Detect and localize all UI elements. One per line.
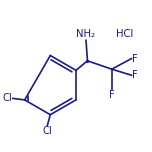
Text: HCl: HCl <box>116 29 133 38</box>
Text: Cl: Cl <box>2 93 12 103</box>
Text: F: F <box>132 54 138 64</box>
Text: Cl: Cl <box>42 126 52 136</box>
Text: NH₂: NH₂ <box>76 29 95 38</box>
Text: F: F <box>132 70 138 80</box>
Text: F: F <box>109 90 115 100</box>
